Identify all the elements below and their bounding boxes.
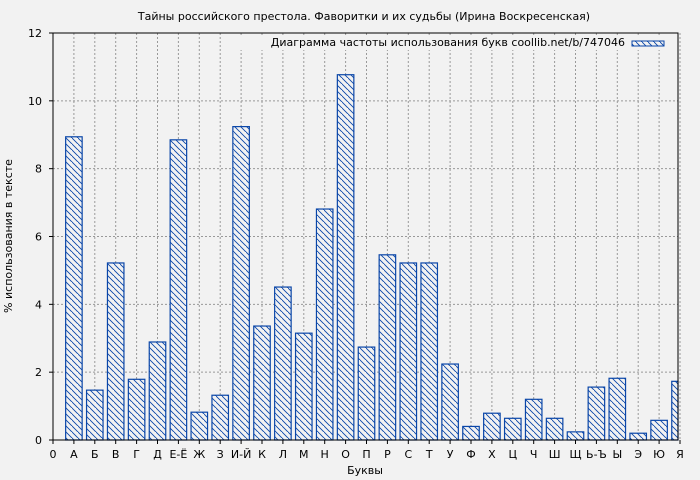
bar: [315, 208, 334, 441]
x-tick-label: П: [362, 448, 370, 461]
bar: [629, 432, 648, 441]
bar: [65, 136, 83, 441]
x-tick-label: Ш: [549, 448, 561, 461]
bars: [65, 74, 679, 441]
x-tick-label: Щ: [569, 448, 581, 461]
x-tick-label: М: [299, 448, 309, 461]
x-axis-label: Буквы: [347, 464, 383, 477]
x-tick-label: Ь-Ъ: [586, 448, 607, 461]
bar: [169, 139, 188, 441]
y-tick-label: 10: [28, 95, 42, 108]
x-tick-label: Е-Ё: [169, 448, 187, 461]
bar: [483, 412, 501, 441]
bar: [503, 417, 522, 441]
x-tick-label: Ю: [653, 448, 665, 461]
x-tick-label: Г: [133, 448, 140, 461]
bar: [399, 262, 418, 441]
x-tick-label: В: [112, 448, 120, 461]
bar: [274, 286, 292, 441]
y-tick-label: 12: [28, 27, 42, 40]
x-tick-label: Ж: [193, 448, 205, 461]
bar: [211, 394, 230, 441]
x-tick-label: Б: [91, 448, 99, 461]
bar: [462, 425, 480, 441]
grid-lines: [53, 33, 681, 440]
bar: [587, 386, 606, 441]
bar: [232, 126, 250, 441]
y-tick-label: 0: [35, 434, 42, 447]
y-tick-label: 8: [35, 163, 42, 176]
bar: [671, 380, 679, 441]
legend-label: Диаграмма частоты использования букв coo…: [271, 36, 625, 49]
chart-title: Тайны российского престола. Фаворитки и …: [137, 10, 590, 23]
x-tick-label: Я: [676, 448, 684, 461]
x-tick-label: Ы: [612, 448, 622, 461]
x-tick-label: У: [447, 448, 454, 461]
bar: [420, 262, 439, 441]
x-tick-label: Т: [425, 448, 433, 461]
y-tick-label: 4: [35, 298, 42, 311]
x-axis-ticks: 0 А Б В Г Д Е-Ё Ж З И-Й К Л М Н О П Р С Т У Ф Х Ц Ч Ш Щ Ь-Ъ Ы Э Ю Я: [50, 440, 684, 461]
y-axis-ticks: 0 2 4 6 8 10 12: [28, 27, 53, 447]
y-tick-label: 2: [35, 366, 42, 379]
bar: [85, 389, 104, 441]
y-axis-label: % использования в тексте: [2, 159, 15, 313]
x-tick-label: Р: [384, 448, 391, 461]
bar: [190, 411, 209, 441]
x-tick-label: С: [404, 448, 412, 461]
legend-swatch: [631, 40, 665, 47]
bar: [106, 262, 125, 441]
x-tick-label: О: [341, 448, 350, 461]
x-tick-label: Х: [488, 448, 496, 461]
bar: [608, 377, 627, 441]
x-tick-label: Ц: [509, 448, 518, 461]
x-tick-label: 0: [50, 448, 57, 461]
bar: [441, 363, 459, 441]
bar: [294, 332, 313, 441]
bar: [545, 417, 564, 441]
x-tick-label: З: [217, 448, 224, 461]
legend: Диаграмма частоты использования букв coo…: [240, 36, 674, 50]
x-tick-label: А: [70, 448, 78, 461]
bar: [336, 74, 355, 441]
y-tick-label: 6: [35, 231, 42, 244]
bar: [357, 346, 376, 441]
bar: [524, 398, 543, 441]
x-tick-label: Д: [153, 448, 162, 461]
bar: [253, 325, 271, 441]
x-tick-label: Л: [279, 448, 287, 461]
bar: [650, 419, 668, 441]
x-tick-label: К: [258, 448, 266, 461]
x-tick-label: Ч: [530, 448, 538, 461]
x-tick-label: Ф: [466, 448, 475, 461]
x-tick-label: Э: [634, 448, 642, 461]
x-tick-label: Н: [321, 448, 329, 461]
bar: [148, 341, 167, 441]
bar: [378, 254, 397, 441]
bar: [566, 431, 585, 441]
bar: [127, 378, 146, 441]
x-tick-label: И-Й: [231, 448, 251, 461]
